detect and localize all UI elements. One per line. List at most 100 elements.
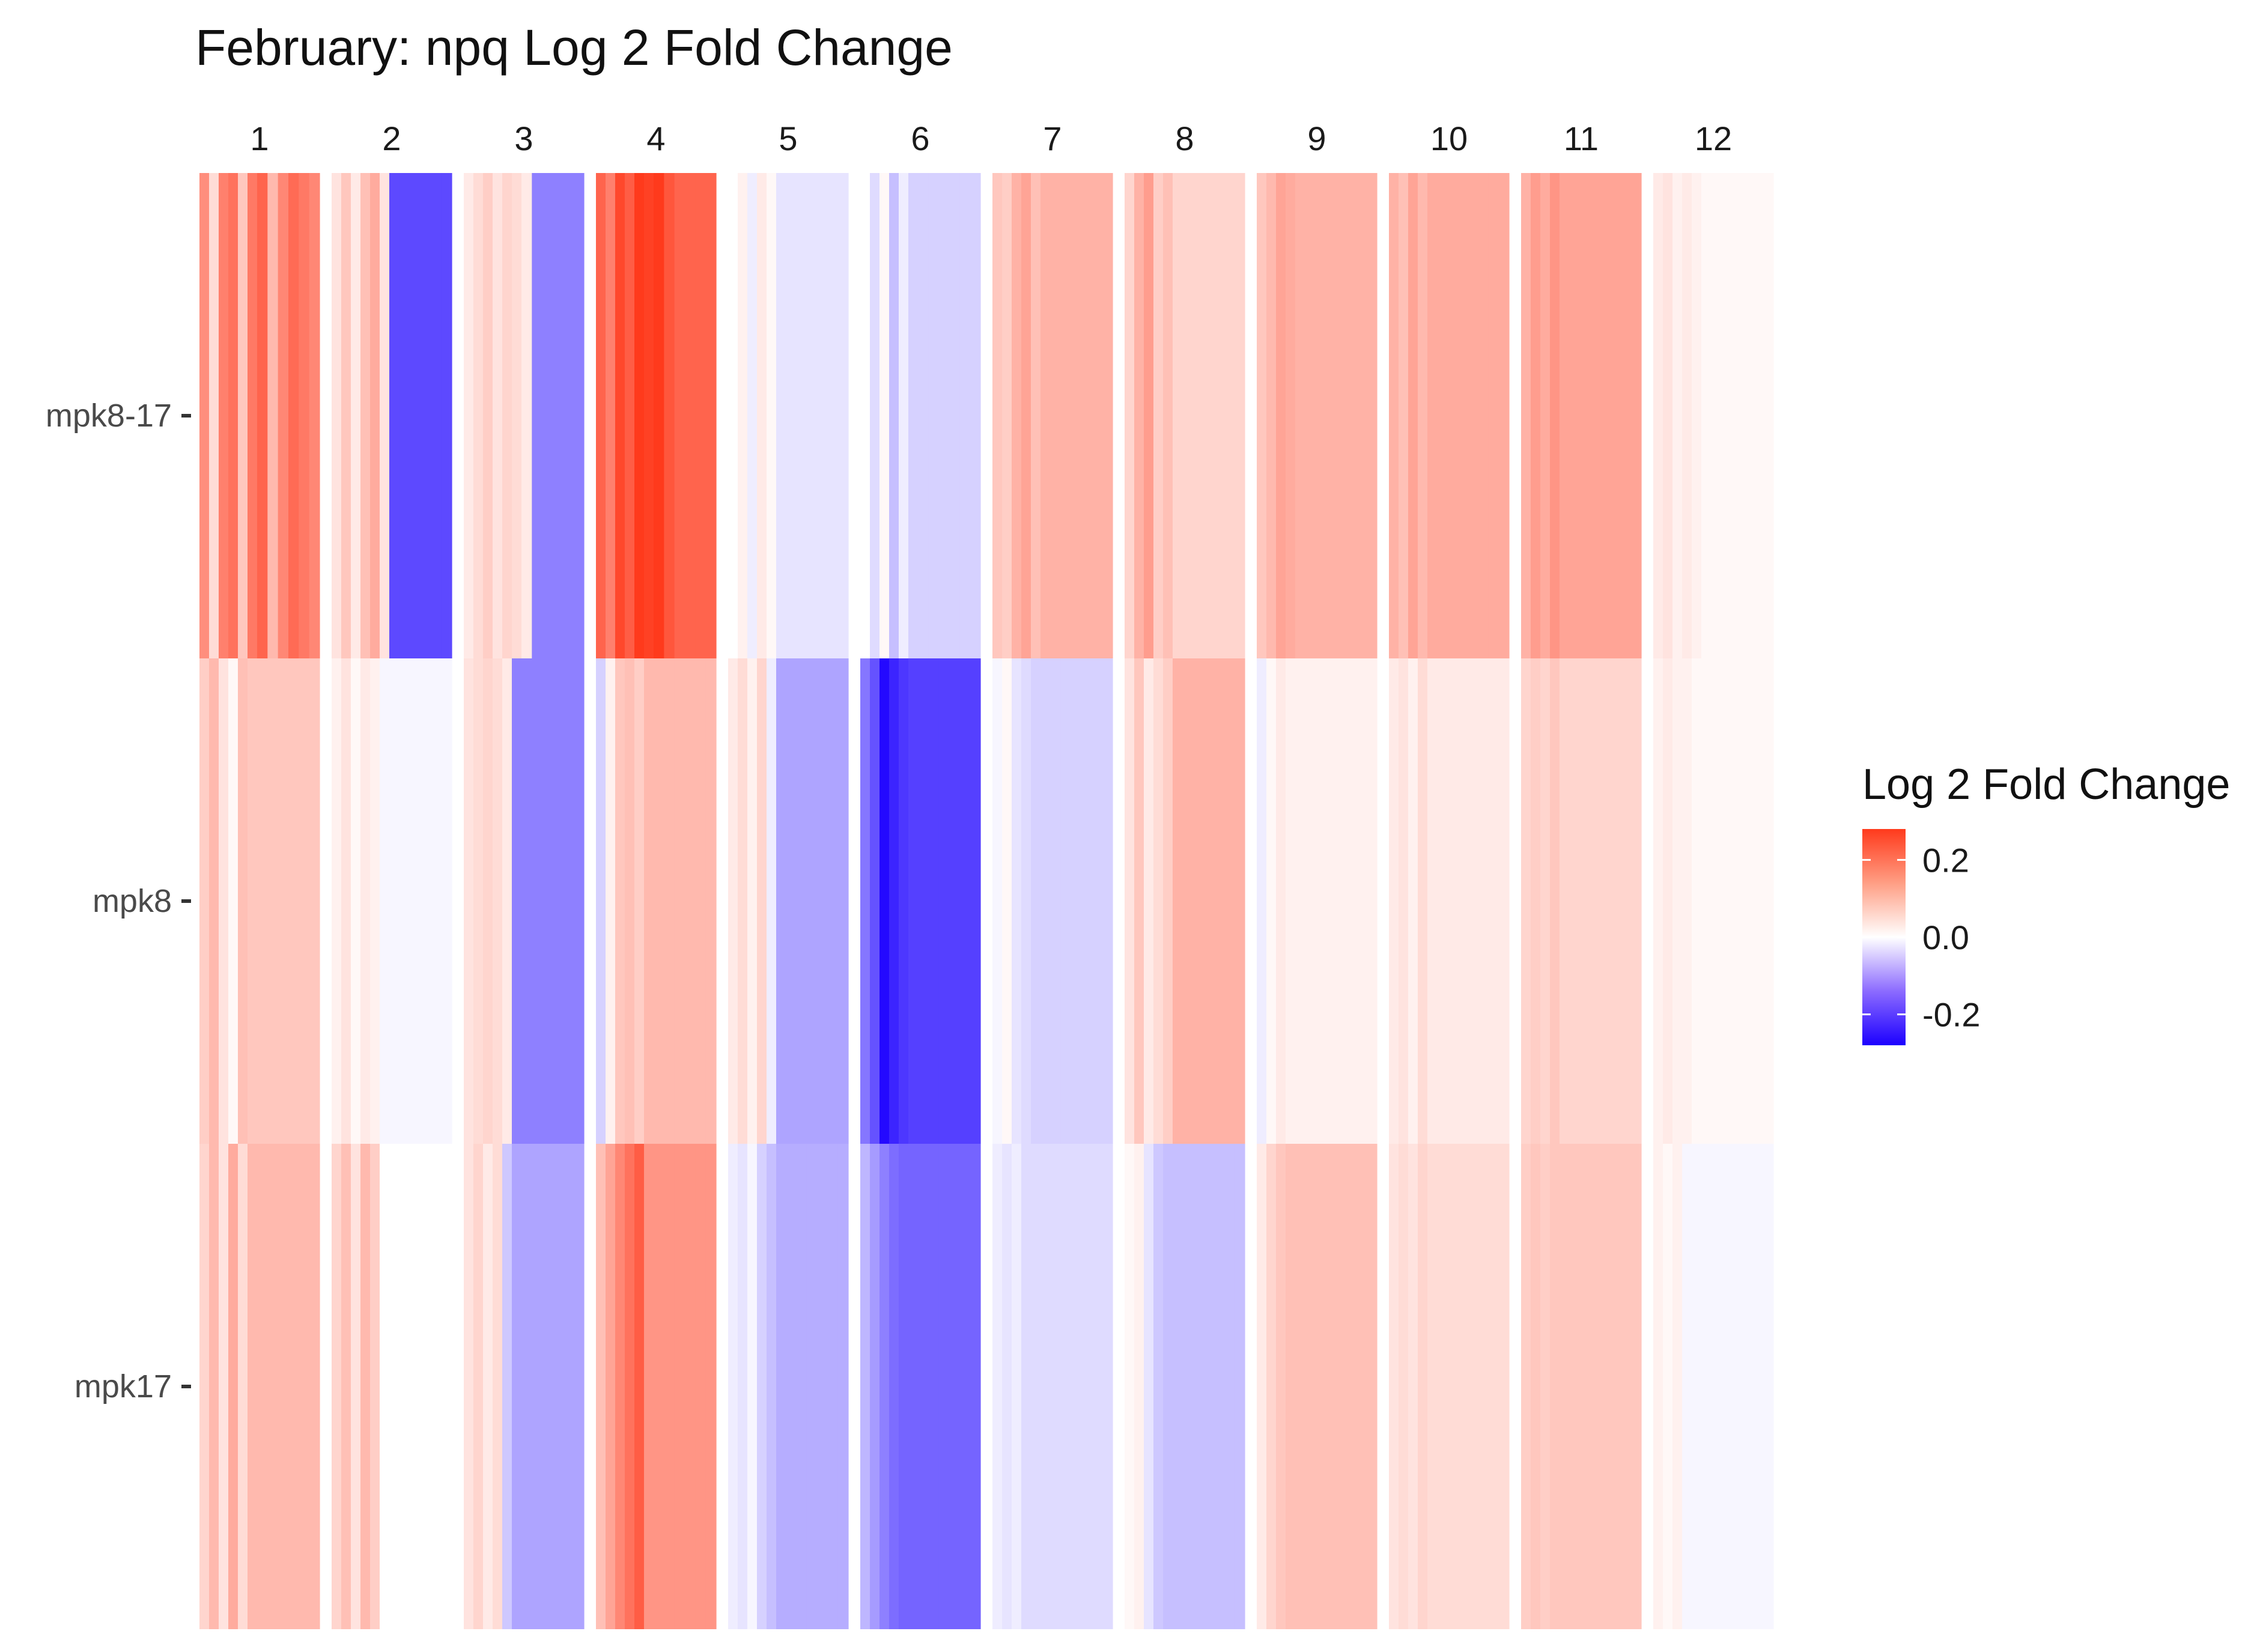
heatmap-cell <box>309 173 320 658</box>
facet-label: 4 <box>646 120 665 157</box>
heatmap-cell <box>431 658 442 1144</box>
heatmap-cell <box>1531 658 1541 1144</box>
heatmap-cell <box>1701 173 1712 658</box>
heatmap-cell <box>1356 1144 1367 1629</box>
heatmap-cell <box>625 1144 635 1629</box>
heatmap-cell <box>1050 173 1061 658</box>
facet-label: 12 <box>1695 120 1732 157</box>
heatmap-cell <box>1266 658 1277 1144</box>
heatmap-cell <box>1610 658 1621 1144</box>
heatmap-cell <box>199 173 210 658</box>
heatmap-cell <box>1125 658 1135 1144</box>
heatmap-cell <box>1682 1144 1692 1629</box>
heatmap-cell <box>1125 1144 1135 1629</box>
heatmap-cell <box>1731 658 1743 1144</box>
heatmap-cell <box>1314 1144 1325 1629</box>
heatmap-cell <box>1040 173 1051 658</box>
heatmap-cell <box>473 173 484 658</box>
heatmap-cell <box>332 1144 342 1629</box>
heatmap-cell <box>1071 173 1082 658</box>
heatmap-cell <box>685 658 696 1144</box>
heatmap-cell <box>1012 173 1022 658</box>
heatmap-cell <box>1408 658 1418 1144</box>
facet-label: 10 <box>1430 120 1468 157</box>
heatmap-cell <box>959 173 971 658</box>
heatmap-cell <box>1488 1144 1499 1629</box>
heatmap-cell <box>332 173 342 658</box>
heatmap-cell <box>1763 658 1774 1144</box>
heatmap-cell <box>695 173 706 658</box>
heatmap-cell <box>1021 173 1031 658</box>
heatmap-cell <box>674 173 685 658</box>
heatmap-cell <box>837 1144 849 1629</box>
legend-tick-label: 0.0 <box>1922 919 1969 956</box>
heatmap-cell <box>502 1144 512 1629</box>
heatmap-cell <box>695 1144 706 1629</box>
heatmap-cell <box>1399 173 1409 658</box>
heatmap-cell <box>431 173 442 658</box>
heatmap-cell <box>512 658 522 1144</box>
heatmap-cell <box>970 173 981 658</box>
heatmap-cell <box>992 1144 1003 1629</box>
heatmap-cell <box>1742 173 1753 658</box>
heatmap-cell <box>1214 173 1224 658</box>
row-labels: mpk8-17 mpk8 mpk17 <box>46 398 191 1405</box>
heatmap-cell <box>441 658 452 1144</box>
heatmap-cell <box>1173 173 1183 658</box>
heatmap-cell <box>1305 173 1315 658</box>
heatmap-cell <box>267 658 279 1144</box>
heatmap-cell <box>796 658 807 1144</box>
heatmap-cell <box>1092 1144 1103 1629</box>
heatmap-cell <box>1663 658 1673 1144</box>
heatmap-cell <box>380 658 390 1144</box>
heatmap-cell <box>1569 1144 1579 1629</box>
heatmap-cell <box>747 173 758 658</box>
heatmap-cell <box>970 1144 981 1629</box>
heatmap-cell <box>483 173 493 658</box>
heatmap-cell <box>1234 1144 1245 1629</box>
heatmap-cell <box>521 1144 532 1629</box>
heatmap-cell <box>889 1144 899 1629</box>
heatmap-cell <box>918 658 929 1144</box>
heatmap-cell <box>606 658 616 1144</box>
heatmap-cell <box>1050 1144 1061 1629</box>
heatmap-cell <box>1672 658 1683 1144</box>
heatmap-cell <box>1711 173 1722 658</box>
heatmap-cell <box>1102 658 1113 1144</box>
heatmap-cell <box>1408 1144 1418 1629</box>
heatmap-cell <box>309 658 320 1144</box>
heatmap-cell <box>1488 173 1499 658</box>
heatmap-cell <box>644 1144 654 1629</box>
heatmap-cell <box>1579 1144 1590 1629</box>
heatmap-cell <box>1599 173 1611 658</box>
heatmap-cell <box>421 1144 431 1629</box>
heatmap-cell <box>483 1144 493 1629</box>
heatmap-cell <box>860 658 870 1144</box>
heatmap-cell <box>1589 173 1600 658</box>
heatmap-cell <box>747 1144 758 1629</box>
heatmap-cell <box>332 658 342 1144</box>
heatmap-cell <box>1457 173 1468 658</box>
heatmap-cell <box>1257 1144 1267 1629</box>
heatmap-cell <box>1579 173 1590 658</box>
heatmap-cell <box>1295 173 1305 658</box>
heatmap-cell <box>1731 173 1743 658</box>
heatmap-cell <box>493 1144 503 1629</box>
heatmap-cell <box>1081 658 1092 1144</box>
heatmap-cell <box>1692 1144 1702 1629</box>
heatmap-cell <box>1012 1144 1022 1629</box>
heatmap-cell <box>267 1144 279 1629</box>
heatmap-cell <box>757 658 767 1144</box>
heatmap-cell <box>1173 658 1183 1144</box>
heatmap-cell <box>1266 173 1277 658</box>
heatmap-cell <box>473 658 484 1144</box>
heatmap-cell <box>1692 173 1702 658</box>
heatmap-cell <box>1325 658 1336 1144</box>
heatmap-cell <box>1314 658 1325 1144</box>
heatmap-cell <box>1550 1144 1560 1629</box>
heatmap-cell <box>473 1144 484 1629</box>
heatmap-cell <box>1589 1144 1600 1629</box>
heatmap-cell <box>747 658 758 1144</box>
heatmap-cell <box>573 658 585 1144</box>
